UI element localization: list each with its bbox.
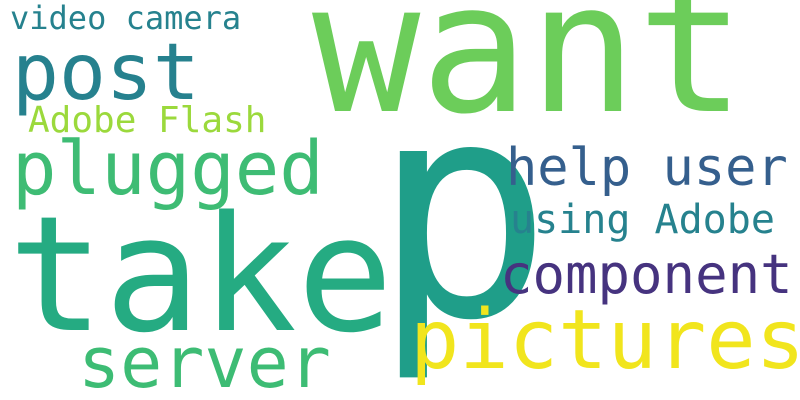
word-using-adobe: using Adobe xyxy=(510,197,775,243)
word-adobe-flash: Adobe Flash xyxy=(28,100,267,141)
word-plugged: plugged xyxy=(12,126,324,212)
word-help-user: help user xyxy=(506,138,788,198)
word-want: want xyxy=(312,0,746,154)
word-p: p xyxy=(372,37,553,386)
word-video-camera: video camera xyxy=(10,0,242,37)
word-take: take xyxy=(8,181,394,368)
word-server: server xyxy=(78,322,331,400)
word-post: post xyxy=(12,28,200,118)
word-pictures: pictures xyxy=(410,293,800,388)
word-component: component xyxy=(500,243,793,306)
